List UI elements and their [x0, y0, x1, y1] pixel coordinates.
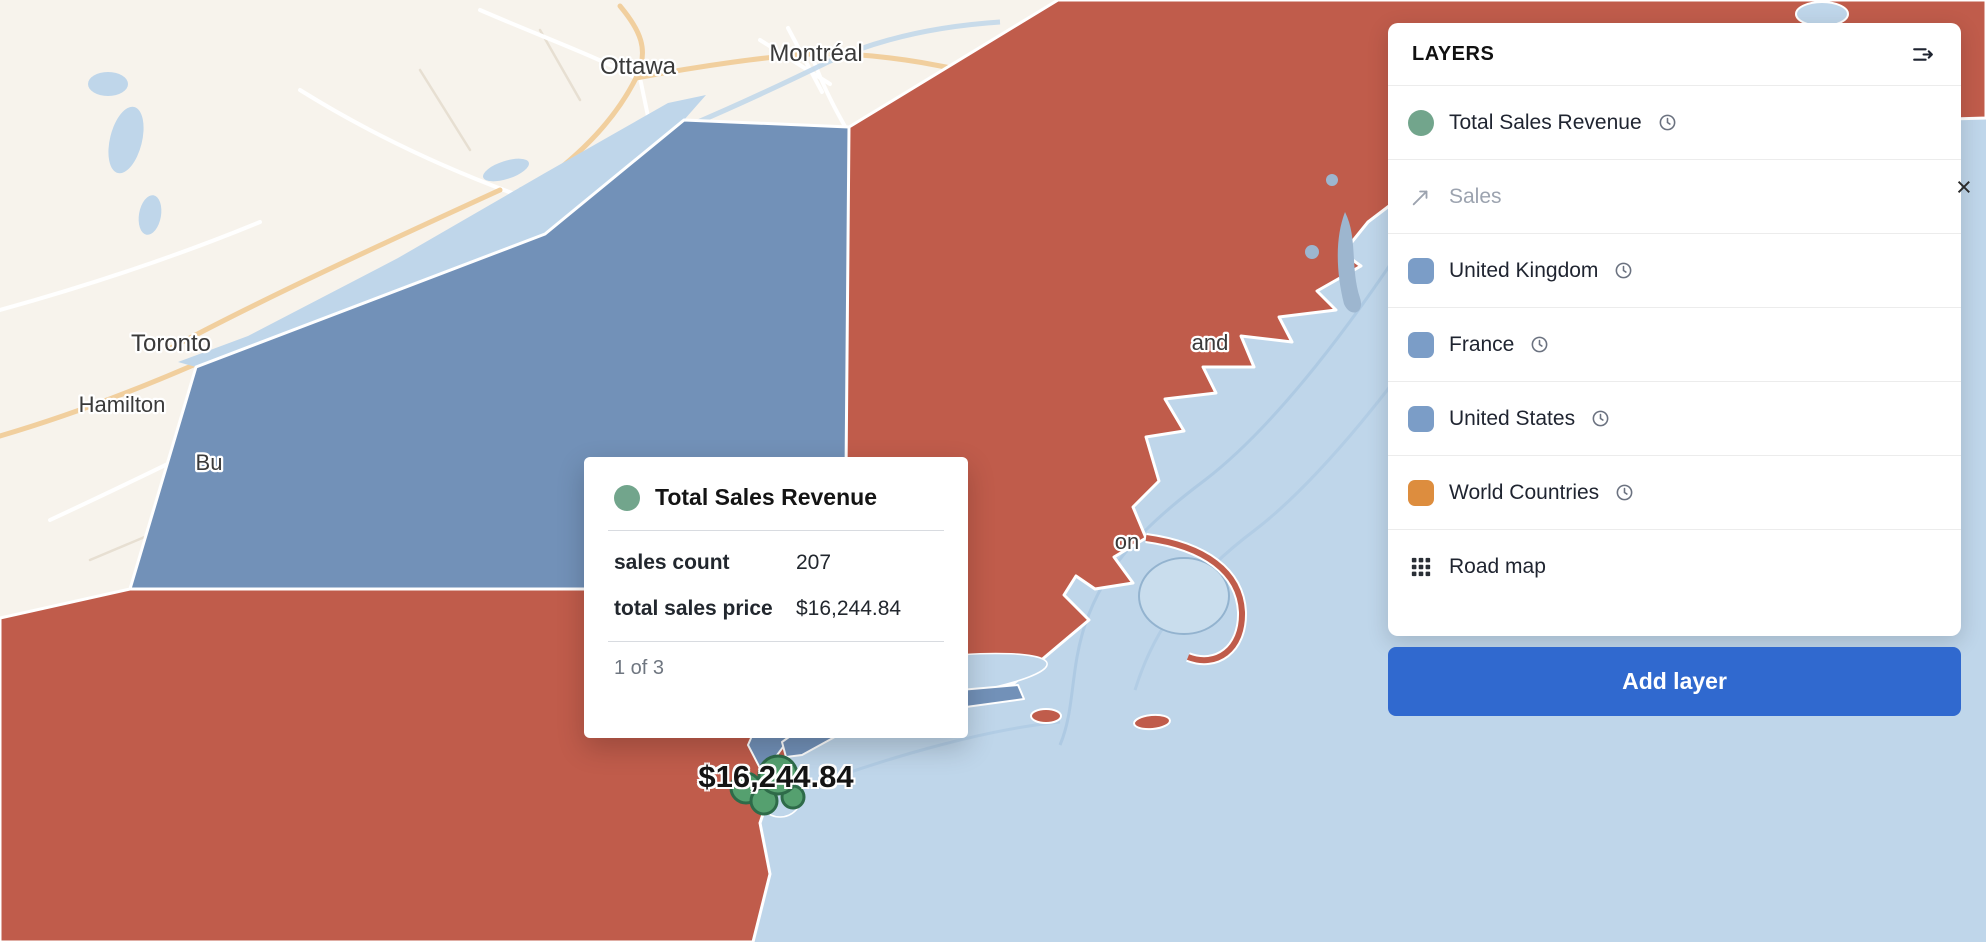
layer-label: World Countries: [1449, 480, 1600, 504]
attribute-label: sales count: [614, 551, 730, 574]
layer-item-world-countries[interactable]: World Countries: [1388, 455, 1961, 529]
layer-swatch: [1408, 257, 1434, 284]
layer-item-total-sales-revenue[interactable]: Total Sales Revenue: [1388, 85, 1961, 159]
add-layer-button[interactable]: Add layer: [1388, 647, 1961, 716]
layer-color-dot: [614, 484, 640, 511]
popup-pagination[interactable]: 1 of 3: [614, 657, 665, 679]
layer-item-united-kingdom[interactable]: United Kingdom: [1388, 233, 1961, 307]
layer-item-road-map[interactable]: Road map: [1388, 529, 1961, 603]
layer-swatch: [1408, 331, 1434, 358]
layer-label: Sales: [1449, 184, 1502, 208]
layer-item-sales[interactable]: Sales: [1388, 159, 1961, 233]
cluster-value-label[interactable]: $16,244.84: [698, 759, 854, 794]
popup-title: Total Sales Revenue: [655, 484, 877, 510]
popup-attributes: sales count 207 total sales price $16,24…: [584, 531, 968, 641]
map-city-label-montreal: Montréal: [769, 40, 862, 67]
sales-cluster-marker[interactable]: [729, 754, 806, 816]
line-layer-icon: [1408, 184, 1434, 210]
layer-label: France: [1449, 332, 1515, 356]
attribute-value: 207: [796, 551, 832, 574]
attribute-row: sales count 207: [614, 540, 938, 586]
attribute-label: total sales price: [614, 597, 773, 620]
cape-cod: [1030, 533, 1248, 731]
map-city-label-portland-clipped: and: [1192, 330, 1229, 355]
map-city-label-boston-clipped: on: [1115, 529, 1139, 554]
layer-label: United States: [1449, 406, 1576, 430]
lake-ontario: [178, 95, 706, 367]
red-region-lakes: [1305, 174, 1362, 313]
map-city-label-buffalo-clipped: Bu: [196, 450, 223, 475]
attribute-row: total sales price $16,244.84: [614, 586, 938, 632]
layers-panel-header: LAYERS: [1388, 23, 1961, 85]
popup-header: Total Sales Revenue: [584, 457, 968, 530]
layer-item-united-states[interactable]: United States: [1388, 381, 1961, 455]
clock-icon[interactable]: [1530, 335, 1549, 354]
map-city-label-toronto: Toronto: [131, 330, 211, 357]
clock-icon[interactable]: [1658, 113, 1677, 132]
inland-lakes: [88, 72, 706, 367]
layer-swatch: [1408, 405, 1434, 432]
layer-swatch: [1408, 479, 1434, 506]
layer-label: Total Sales Revenue: [1449, 110, 1642, 134]
layer-swatch: [1408, 109, 1434, 136]
clock-icon[interactable]: [1614, 261, 1633, 280]
layer-item-france[interactable]: France: [1388, 307, 1961, 381]
close-icon[interactable]: ×: [1956, 172, 1972, 202]
attribute-value: $16,244.84: [796, 597, 902, 620]
map-labels: Ottawa Montréal Toronto Hamilton Bu and …: [76, 38, 1230, 557]
map-city-label-ottawa: Ottawa: [600, 53, 677, 80]
layer-label: United Kingdom: [1449, 258, 1599, 282]
divider: [608, 641, 944, 642]
collapse-panel-icon[interactable]: [1908, 40, 1937, 69]
map-city-label-hamilton: Hamilton: [79, 392, 166, 417]
clock-icon[interactable]: [1591, 409, 1610, 428]
layer-label: Road map: [1449, 554, 1546, 578]
layers-panel-title: LAYERS: [1412, 43, 1495, 65]
divider: [608, 530, 944, 531]
grid-basemap-icon: [1408, 554, 1434, 580]
map-popup: Total Sales Revenue sales count 207 tota…: [584, 457, 968, 738]
clock-icon[interactable]: [1615, 483, 1634, 502]
layers-panel: LAYERS Total Sales Revenue Sales United …: [1388, 23, 1961, 636]
